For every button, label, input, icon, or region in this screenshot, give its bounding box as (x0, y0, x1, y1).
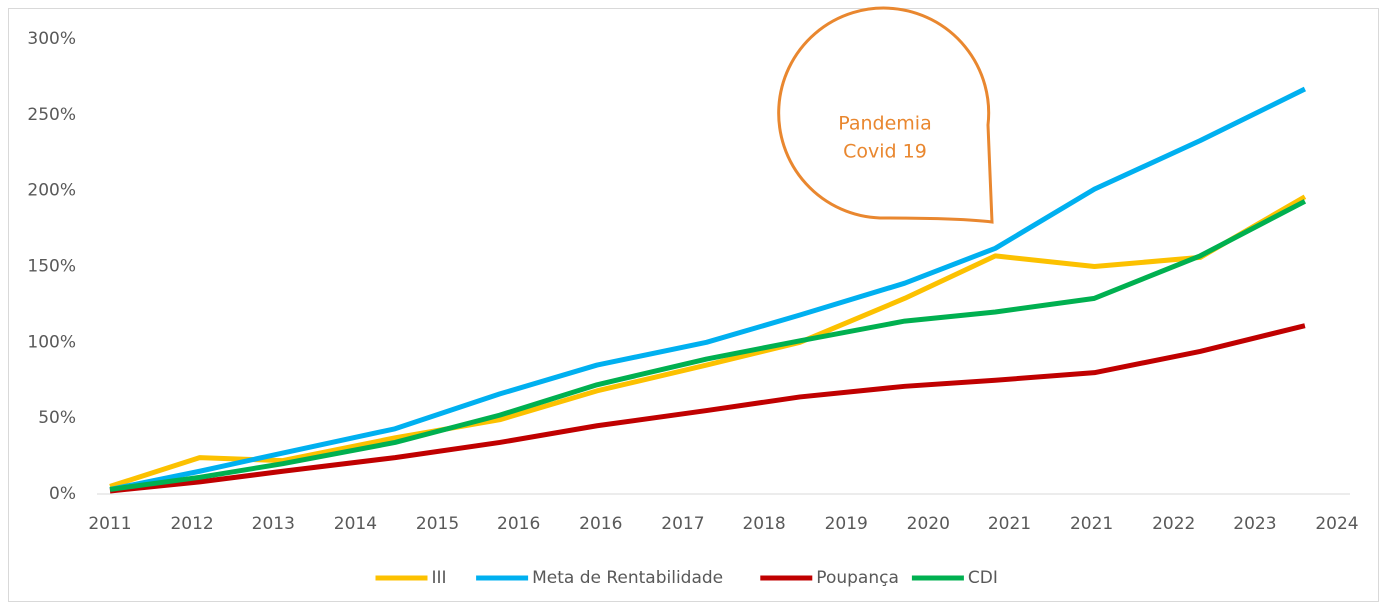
x-tick-label: 2024 (1315, 514, 1358, 534)
annotation: Covid 19 (843, 141, 927, 163)
x-tick-label: 2022 (1152, 514, 1195, 534)
x-tick-label: 2023 (1233, 514, 1276, 534)
x-tick-label: 2013 (252, 514, 295, 534)
speech-bubble (777, 6, 994, 224)
y-tick-label: 250% (27, 105, 76, 125)
series-line (109, 323, 1306, 494)
y-tick-label: 100% (27, 332, 76, 352)
x-tick-label: 2018 (742, 514, 785, 534)
legend-label: Poupança (816, 568, 899, 588)
x-tick-label: 2021 (1070, 514, 1113, 534)
series-line (109, 199, 1307, 492)
series-line (109, 86, 1307, 492)
chart-border (8, 8, 1379, 602)
x-tick-label: 2014 (334, 514, 377, 534)
x-tick-label: 2011 (88, 514, 131, 534)
x-tick-label: 2017 (661, 514, 704, 534)
legend-label: Meta de Rentabilidade (532, 568, 723, 588)
x-tick-label: 2012 (170, 514, 213, 534)
y-tick-label: 150% (27, 257, 76, 277)
y-tick-label: 200% (27, 181, 76, 201)
y-tick-label: 0% (49, 484, 76, 504)
y-tick-label: 300% (27, 29, 76, 49)
annotation: Pandemia (838, 113, 931, 135)
x-tick-label: 2016 (497, 514, 540, 534)
legend-label: III (432, 568, 447, 588)
legend-label: CDI (968, 568, 998, 588)
x-tick-label: 2016 (579, 514, 622, 534)
x-tick-label: 2021 (988, 514, 1031, 534)
x-tick-label: 2020 (907, 514, 950, 534)
y-tick-label: 50% (38, 408, 76, 428)
x-tick-label: 2019 (825, 514, 868, 534)
x-tick-label: 2015 (416, 514, 459, 534)
series-line (109, 194, 1307, 489)
